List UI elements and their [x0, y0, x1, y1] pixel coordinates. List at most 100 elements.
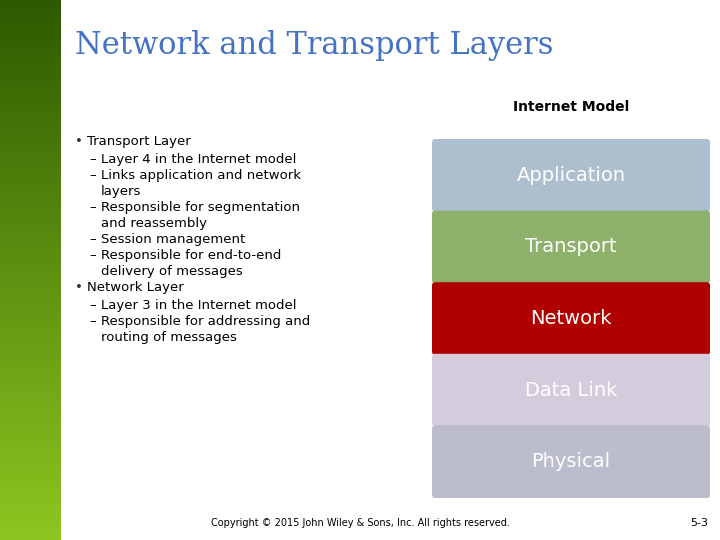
Bar — [0, 526, 61, 529]
Bar — [0, 238, 61, 240]
Bar — [0, 405, 61, 408]
Bar — [0, 200, 61, 202]
Bar — [0, 535, 61, 537]
Bar — [0, 513, 61, 516]
Bar — [0, 262, 61, 265]
Bar — [0, 437, 61, 440]
Text: routing of messages: routing of messages — [101, 331, 237, 344]
Bar — [0, 408, 61, 410]
Bar — [0, 68, 61, 70]
Bar — [0, 24, 61, 27]
Bar — [0, 375, 61, 378]
Bar — [0, 148, 61, 151]
Bar — [0, 167, 61, 170]
Text: delivery of messages: delivery of messages — [101, 265, 243, 278]
Text: and reassembly: and reassembly — [101, 217, 207, 230]
Text: Physical: Physical — [531, 452, 611, 471]
Bar — [0, 521, 61, 524]
Bar — [0, 76, 61, 78]
Bar — [0, 97, 61, 100]
Bar — [0, 94, 61, 97]
Text: Transport Layer: Transport Layer — [87, 135, 191, 148]
Bar — [0, 386, 61, 389]
Bar — [0, 319, 61, 321]
Bar — [0, 516, 61, 518]
Bar — [0, 65, 61, 68]
Text: Session management: Session management — [101, 233, 246, 246]
Bar — [0, 281, 61, 284]
Bar — [0, 373, 61, 375]
Bar — [0, 335, 61, 338]
Bar — [0, 162, 61, 165]
Bar — [0, 89, 61, 92]
Bar — [0, 489, 61, 491]
Bar — [0, 151, 61, 154]
Bar — [0, 429, 61, 432]
Text: Copyright © 2015 John Wiley & Sons, Inc. All rights reserved.: Copyright © 2015 John Wiley & Sons, Inc.… — [210, 518, 510, 528]
Bar — [0, 310, 61, 313]
Text: layers: layers — [101, 185, 141, 198]
Bar — [0, 70, 61, 73]
Text: –: – — [89, 249, 96, 262]
Bar — [0, 327, 61, 329]
FancyBboxPatch shape — [432, 282, 710, 355]
Bar — [0, 3, 61, 5]
Bar — [0, 443, 61, 445]
Bar — [0, 381, 61, 383]
Text: –: – — [89, 299, 96, 312]
Bar — [0, 389, 61, 392]
Bar — [0, 116, 61, 119]
Bar — [0, 84, 61, 86]
Bar — [0, 256, 61, 259]
Bar — [0, 462, 61, 464]
Bar — [0, 316, 61, 319]
Bar — [0, 367, 61, 370]
Text: Network: Network — [530, 309, 612, 328]
Bar — [0, 410, 61, 413]
Bar — [0, 478, 61, 481]
Bar — [0, 392, 61, 394]
Bar — [0, 154, 61, 157]
Bar — [0, 421, 61, 424]
Bar — [0, 251, 61, 254]
Bar — [0, 140, 61, 143]
Text: Application: Application — [516, 166, 626, 185]
Bar — [0, 46, 61, 49]
Bar — [0, 338, 61, 340]
Bar — [0, 243, 61, 246]
Bar — [0, 254, 61, 256]
Bar — [0, 456, 61, 459]
Bar — [0, 30, 61, 32]
Bar — [0, 508, 61, 510]
Bar — [0, 19, 61, 22]
Bar — [0, 537, 61, 540]
Bar — [0, 464, 61, 467]
Bar — [0, 105, 61, 108]
Bar — [0, 235, 61, 238]
Bar — [0, 81, 61, 84]
Bar — [0, 143, 61, 146]
Bar — [0, 383, 61, 386]
Bar — [0, 0, 61, 3]
Bar — [0, 54, 61, 57]
Bar — [0, 289, 61, 292]
Bar — [0, 240, 61, 243]
Bar — [0, 354, 61, 356]
Bar — [0, 211, 61, 213]
FancyBboxPatch shape — [432, 426, 710, 498]
Bar — [0, 221, 61, 224]
Bar — [0, 78, 61, 81]
Bar — [0, 113, 61, 116]
Bar — [0, 103, 61, 105]
Bar — [0, 208, 61, 211]
FancyBboxPatch shape — [432, 354, 710, 427]
Bar — [0, 176, 61, 178]
Bar — [0, 227, 61, 229]
Bar — [0, 124, 61, 127]
Text: 5-3: 5-3 — [690, 518, 708, 528]
Bar — [0, 119, 61, 122]
Text: –: – — [89, 153, 96, 166]
Bar — [0, 224, 61, 227]
Bar — [0, 135, 61, 138]
Bar — [0, 111, 61, 113]
